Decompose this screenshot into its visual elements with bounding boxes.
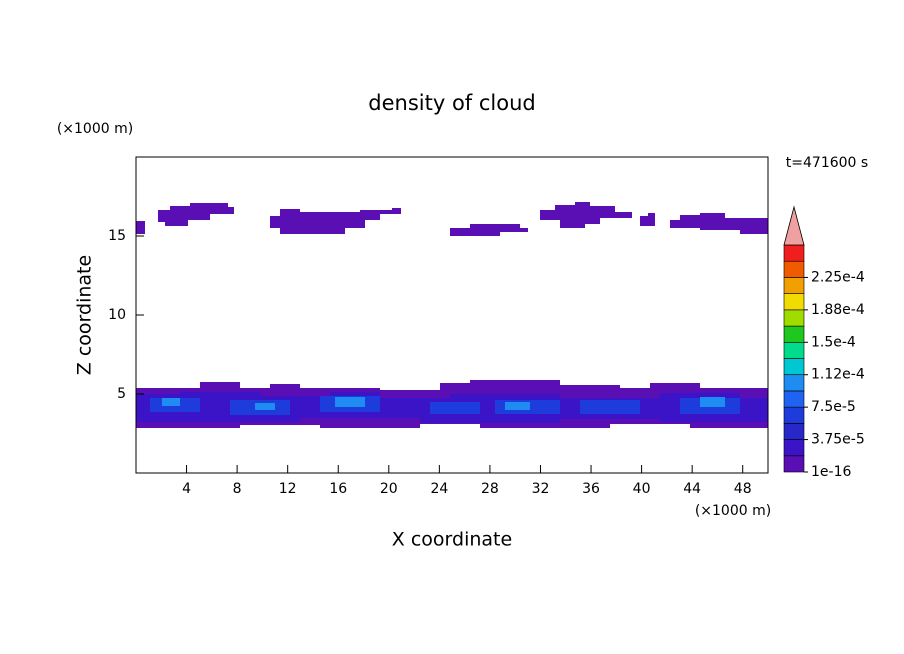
cloud: [162, 398, 180, 406]
colorbar-box: [783, 439, 805, 457]
cloud: [540, 202, 632, 228]
cloud: [335, 397, 365, 407]
x-tick-label: 28: [481, 481, 499, 497]
cloud: [700, 397, 725, 407]
colorbar-label: 1.88e-4: [811, 302, 865, 318]
y-tick-label: 10: [108, 307, 126, 323]
cloud: [136, 221, 145, 234]
colorbar-box: [783, 455, 805, 473]
y-unit: (×1000 m): [57, 121, 133, 137]
x-tick-label: 4: [182, 481, 191, 497]
colorbar-label: 3.75e-5: [811, 432, 865, 448]
colorbar-box: [783, 293, 805, 311]
x-tick-label: 16: [329, 481, 347, 497]
y-tick-label: 5: [117, 386, 126, 402]
cloud: [450, 224, 528, 236]
cloud: [430, 402, 480, 414]
colorbar-box: [783, 260, 805, 278]
colorbar-box: [783, 423, 805, 440]
cloud: [640, 213, 655, 226]
colorbar-box: [783, 244, 805, 262]
x-tick-label: 8: [233, 481, 242, 497]
x-tick-label: 36: [582, 481, 600, 497]
x-tick-label: 40: [633, 481, 651, 497]
colorbar-box: [783, 341, 805, 359]
cloud: [255, 403, 275, 410]
y-axis-label: Z coordinate: [74, 255, 96, 375]
y-tick-label: 15: [108, 228, 126, 244]
colorbar-box: [783, 390, 805, 408]
colorbar-over: [783, 205, 805, 246]
cloud: [580, 400, 640, 414]
colorbar-box: [783, 374, 805, 392]
x-tick-label: 32: [532, 481, 550, 497]
cloud: [505, 402, 530, 410]
x-unit: (×1000 m): [695, 503, 771, 519]
colorbar-box: [783, 309, 805, 327]
colorbar-box: [783, 406, 805, 424]
colorbar-box: [783, 325, 805, 343]
colorbar-label: 1.12e-4: [811, 367, 865, 383]
cloud: [670, 213, 768, 234]
colorbar-label: 1.5e-4: [811, 334, 856, 350]
x-tick-label: 44: [683, 481, 701, 497]
cloud: [158, 203, 234, 226]
colorbar-label: 2.25e-4: [811, 269, 865, 285]
x-tick-label: 24: [430, 481, 448, 497]
colorbar-label: 7.5e-5: [811, 399, 856, 415]
x-tick-label: 20: [380, 481, 398, 497]
cloud-field: [136, 202, 768, 428]
cloud: [270, 208, 401, 234]
colorbar-box: [783, 277, 805, 294]
colorbar-box: [783, 358, 805, 376]
chart-title: density of cloud: [368, 91, 535, 115]
x-tick-label: 48: [734, 481, 752, 497]
x-axis-label: X coordinate: [392, 529, 512, 551]
x-tick-label: 12: [279, 481, 297, 497]
colorbar-label: 1e-16: [811, 464, 851, 480]
time-label: t=471600 s: [786, 155, 868, 171]
